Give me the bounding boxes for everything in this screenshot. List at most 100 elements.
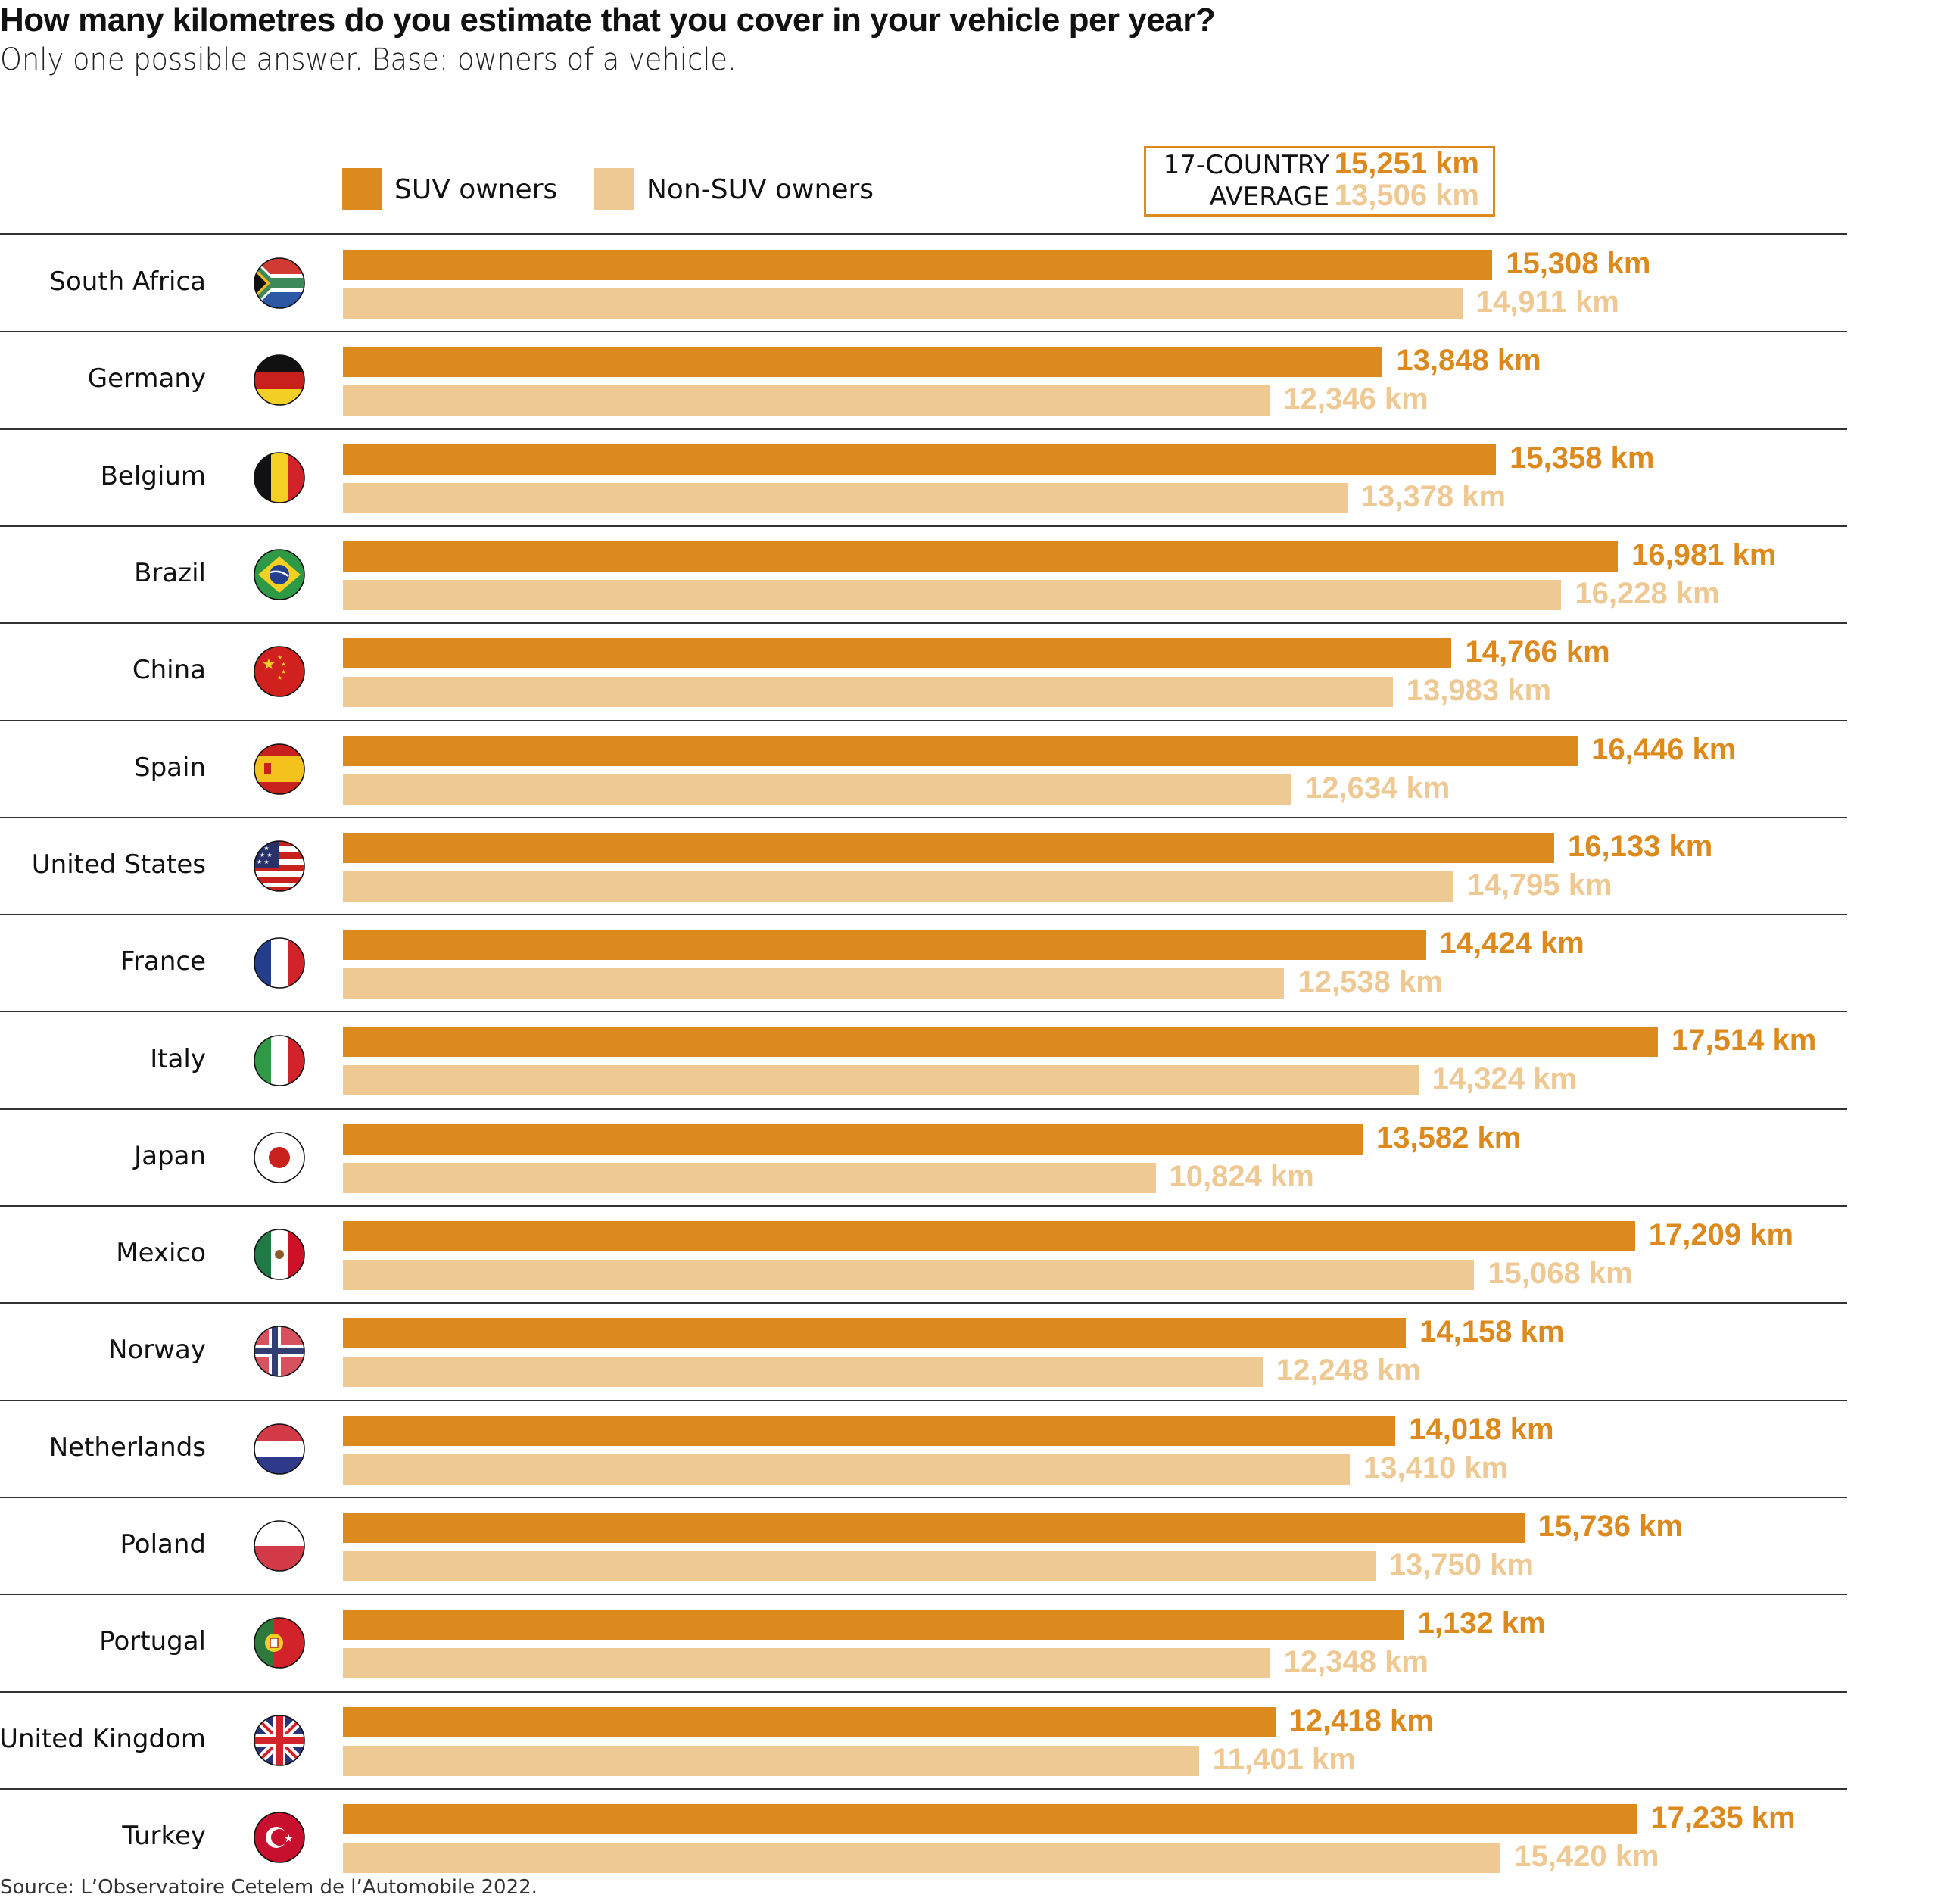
- country-label: Italy: [150, 1043, 206, 1074]
- brazil-flag-icon: [254, 549, 305, 600]
- bar-suv: [343, 541, 1619, 572]
- bar-non-suv: [343, 1745, 1199, 1776]
- value-label-suv: 15,308 km: [1506, 247, 1651, 280]
- svg-text:★: ★: [284, 1832, 294, 1844]
- bar-non-suv: [343, 288, 1463, 319]
- row-divider: [0, 1496, 1847, 1498]
- country-label: Spain: [134, 752, 206, 783]
- bar-non-suv: [343, 774, 1291, 805]
- svg-text:★ ★: ★ ★: [257, 845, 270, 852]
- value-label-suv: 17,209 km: [1648, 1218, 1794, 1251]
- bar-suv: [343, 735, 1578, 766]
- value-label-suv: 13,582 km: [1376, 1120, 1522, 1155]
- bar-non-suv: [343, 1162, 1156, 1193]
- france-flag-icon: [254, 937, 305, 989]
- bar-suv: [343, 1512, 1525, 1543]
- bar-non-suv: [343, 385, 1270, 416]
- bar-non-suv: [343, 677, 1393, 708]
- bar-non-suv: [343, 1648, 1270, 1679]
- svg-text:★: ★: [281, 668, 286, 675]
- country-label: Netherlands: [48, 1432, 206, 1463]
- value-label-non-suv: 15,068 km: [1488, 1257, 1633, 1290]
- value-label-non-suv: 14,795 km: [1467, 868, 1612, 902]
- poland-flag-icon: [254, 1520, 305, 1572]
- country-label: South Africa: [49, 266, 206, 298]
- value-label-non-suv: 12,248 km: [1276, 1354, 1421, 1388]
- row-divider: [0, 428, 1847, 430]
- bar-non-suv: [343, 1454, 1350, 1485]
- value-label-suv: 13,848 km: [1396, 344, 1541, 378]
- value-label-non-suv: 12,538 km: [1298, 965, 1443, 999]
- average-box: 17-COUNTRY AVERAGE 15,251 km 13,506 km: [1144, 146, 1495, 217]
- bar-non-suv: [343, 1842, 1501, 1873]
- value-label-non-suv: 16,228 km: [1575, 576, 1720, 610]
- legend-label-non-suv: Non-SUV owners: [647, 173, 874, 205]
- svg-text:★: ★: [262, 656, 276, 673]
- bar-non-suv: [343, 1550, 1376, 1581]
- value-label-non-suv: 12,346 km: [1283, 382, 1429, 416]
- legend-swatch-non-suv: [594, 168, 634, 210]
- country-label: United Kingdom: [0, 1723, 206, 1754]
- legend-label-suv: SUV owners: [394, 173, 558, 205]
- value-label-suv: 14,424 km: [1439, 927, 1584, 961]
- svg-text:★ ★: ★ ★: [260, 852, 273, 859]
- value-label-non-suv: 10,824 km: [1169, 1159, 1314, 1193]
- value-label-suv: 17,235 km: [1650, 1800, 1796, 1834]
- mexico-flag-icon: [254, 1229, 305, 1280]
- bar-non-suv: [343, 871, 1454, 902]
- value-label-non-suv: 13,410 km: [1363, 1451, 1509, 1485]
- row-divider: [0, 1302, 1847, 1304]
- portugal-flag-icon: [254, 1617, 305, 1669]
- value-label-suv: 15,736 km: [1538, 1509, 1683, 1543]
- south-africa-flag-icon: [254, 257, 305, 309]
- value-label-non-suv: 12,634 km: [1305, 771, 1450, 805]
- bar-suv: [343, 444, 1497, 475]
- value-label-non-suv: 13,983 km: [1406, 674, 1552, 708]
- united-kingdom-flag-icon: [254, 1714, 305, 1766]
- average-value-suv: 15,251 km: [1334, 147, 1479, 180]
- bar-non-suv: [343, 579, 1562, 610]
- row-divider: [0, 1011, 1847, 1013]
- legend-item-suv: SUV owners: [342, 168, 557, 210]
- row-divider: [0, 816, 1847, 818]
- value-label-suv: 14,158 km: [1419, 1315, 1565, 1349]
- country-label: France: [120, 946, 206, 977]
- svg-text:★: ★: [277, 654, 282, 661]
- chart-title: How many kilometres do you estimate that…: [0, 2, 1216, 39]
- norway-flag-icon: [254, 1326, 305, 1378]
- value-label-suv: 1,132 km: [1417, 1606, 1546, 1641]
- bar-suv: [343, 1706, 1276, 1737]
- row-divider: [0, 331, 1847, 333]
- row-divider: [0, 1594, 1847, 1596]
- value-label-suv: 12,418 km: [1288, 1703, 1434, 1737]
- spain-flag-icon: [254, 743, 305, 795]
- bar-suv: [343, 250, 1493, 280]
- row-divider: [0, 1691, 1847, 1693]
- country-label: Turkey: [122, 1820, 206, 1851]
- belgium-flag-icon: [254, 451, 305, 503]
- netherlands-flag-icon: [254, 1423, 305, 1475]
- value-label-non-suv: 13,750 km: [1388, 1547, 1534, 1581]
- row-divider: [0, 1787, 1847, 1790]
- bar-suv: [343, 638, 1452, 669]
- row-divider: [0, 1399, 1847, 1401]
- bar-non-suv: [343, 1357, 1263, 1388]
- italy-flag-icon: [254, 1034, 305, 1086]
- value-label-suv: 16,133 km: [1568, 829, 1713, 863]
- bar-suv: [343, 1415, 1396, 1446]
- bar-suv: [343, 1221, 1635, 1251]
- bar-suv: [343, 347, 1383, 378]
- bar-non-suv: [343, 968, 1285, 999]
- country-label: Brazil: [134, 558, 206, 589]
- bar-suv: [343, 1027, 1658, 1058]
- row-divider: [0, 1108, 1847, 1110]
- bar-suv: [343, 1610, 1404, 1641]
- bar-suv: [343, 832, 1555, 863]
- china-flag-icon: ★ ★ ★ ★ ★: [254, 646, 305, 698]
- bar-suv: [343, 1318, 1407, 1349]
- country-label: Poland: [120, 1529, 206, 1560]
- bar-suv: [343, 1803, 1637, 1834]
- legend-swatch-suv: [342, 168, 382, 210]
- japan-flag-icon: [254, 1132, 305, 1183]
- svg-text:★ ★: ★ ★: [257, 859, 270, 865]
